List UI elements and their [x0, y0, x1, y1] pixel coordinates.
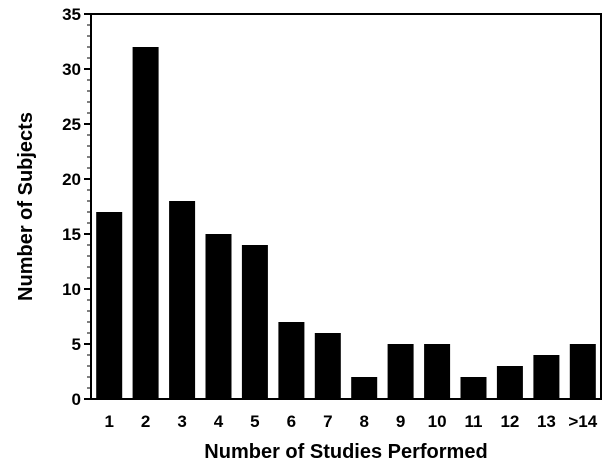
x-axis-ticks: 1 2 3 4 5 6 7 8 9 10 11 12 13 >14: [104, 412, 597, 431]
bar-10: [424, 344, 451, 399]
bar-12: [496, 366, 523, 399]
x-tick-label: 10: [428, 412, 447, 431]
x-tick-label: 13: [537, 412, 556, 431]
bar-13: [533, 355, 560, 399]
y-tick-label: 25: [62, 115, 81, 134]
bar-group: [96, 47, 596, 399]
y-axis-title: Number of Subjects: [15, 112, 37, 301]
x-tick-label: 2: [141, 412, 150, 431]
bar-7: [314, 333, 341, 399]
x-tick-label: 1: [104, 412, 113, 431]
x-tick-label: >14: [568, 412, 597, 431]
y-tick-label: 0: [72, 390, 81, 409]
y-tick-label: 30: [62, 60, 81, 79]
x-tick-label: 3: [177, 412, 186, 431]
x-tick-label: 8: [359, 412, 368, 431]
plot-frame: [90, 13, 602, 400]
x-tick-label: 7: [323, 412, 332, 431]
x-axis-title: Number of Studies Performed: [204, 441, 487, 463]
bar-3: [169, 201, 196, 399]
bar-gt14: [569, 344, 596, 399]
x-tick-label: 11: [465, 412, 483, 431]
y-tick-label: 20: [62, 170, 81, 189]
y-tick-label: 10: [62, 280, 81, 299]
y-tick-label: 5: [72, 335, 81, 354]
bar-6: [278, 322, 305, 399]
bar-4: [205, 234, 232, 399]
x-tick-label: 4: [214, 412, 224, 431]
x-tick-label: 9: [396, 412, 405, 431]
x-tick-label: 5: [250, 412, 259, 431]
y-tick-label: 15: [62, 225, 81, 244]
y-axis-ticks: 0 5 10 15 20 25 30 35: [62, 5, 91, 409]
bar-9: [387, 344, 414, 399]
bar-8: [351, 377, 378, 399]
bar-1: [96, 212, 123, 399]
x-tick-label: 12: [500, 412, 519, 431]
x-tick-label: 6: [287, 412, 296, 431]
bar-5: [241, 245, 268, 399]
bar-11: [460, 377, 487, 399]
bar-2: [132, 47, 159, 399]
y-tick-label: 35: [62, 5, 81, 24]
